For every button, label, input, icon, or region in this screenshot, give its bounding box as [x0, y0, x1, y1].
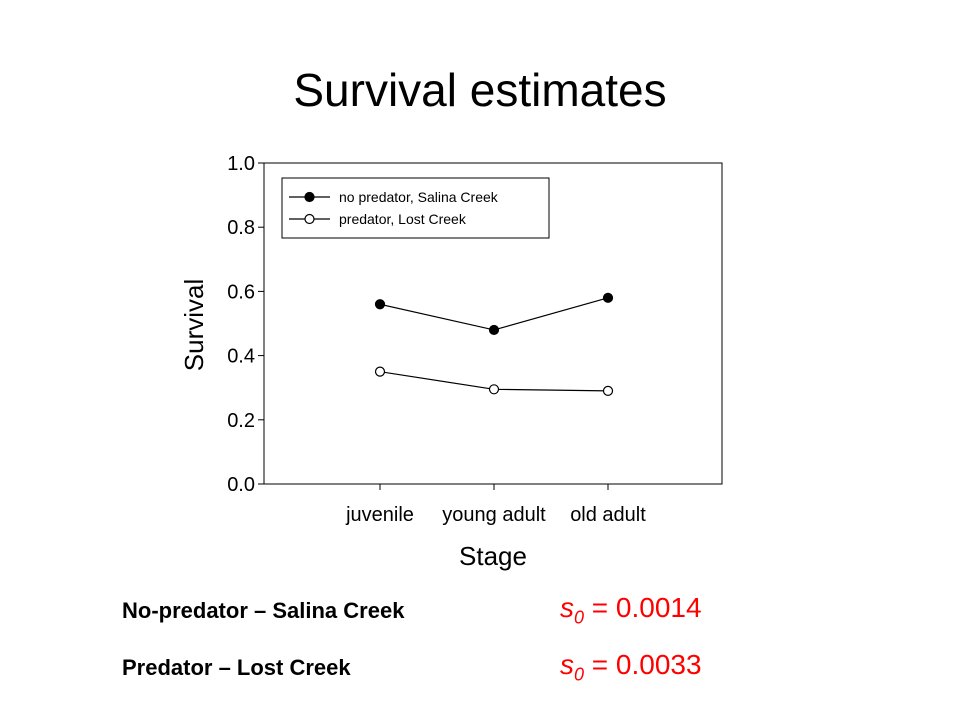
estimate-label-predator: Predator – Lost Creek [122, 655, 351, 680]
data-point [488, 324, 500, 336]
y-tick-label: 0.2 [227, 410, 255, 432]
legend-box [281, 177, 550, 239]
y-tick-label: 1.0 [227, 153, 255, 175]
estimate-value-no-predator: s0 = 0.0014 [560, 592, 702, 629]
x-axis-title: Stage [459, 541, 527, 571]
x-tick-label: old adult [570, 504, 646, 526]
estimate-number: = 0.0014 [591, 592, 702, 623]
slide-title: Survival estimates [293, 64, 667, 116]
data-point [488, 384, 500, 395]
estimate-number: = 0.0033 [591, 649, 702, 680]
estimate-symbol: s [560, 649, 574, 680]
y-axis-title: Survival [179, 279, 209, 371]
estimate-symbol: s [560, 592, 574, 623]
estimate-label-no-predator: No-predator – Salina Creek [122, 598, 405, 623]
y-tick-label: 0.4 [227, 346, 255, 368]
estimate-subscript: 0 [574, 664, 585, 685]
estimate-subscript: 0 [574, 607, 585, 628]
data-point [602, 385, 614, 397]
y-tick-label: 0.6 [227, 281, 255, 303]
y-tick-label: 0.8 [227, 217, 255, 239]
data-point [374, 299, 386, 310]
x-tick-label: young adult [442, 504, 546, 526]
estimate-value-predator: s0 = 0.0033 [560, 649, 702, 686]
legend-entry-label: no predator, Salina Creek [339, 189, 499, 205]
legend-marker [304, 213, 315, 225]
legend-entry-label: predator, Lost Creek [339, 211, 467, 227]
legend-marker [304, 191, 315, 203]
y-tick-label: 0.0 [227, 474, 255, 496]
plot-frame [263, 162, 723, 485]
data-point [374, 366, 386, 377]
data-point [602, 292, 614, 303]
x-tick-label: juvenile [345, 504, 414, 526]
